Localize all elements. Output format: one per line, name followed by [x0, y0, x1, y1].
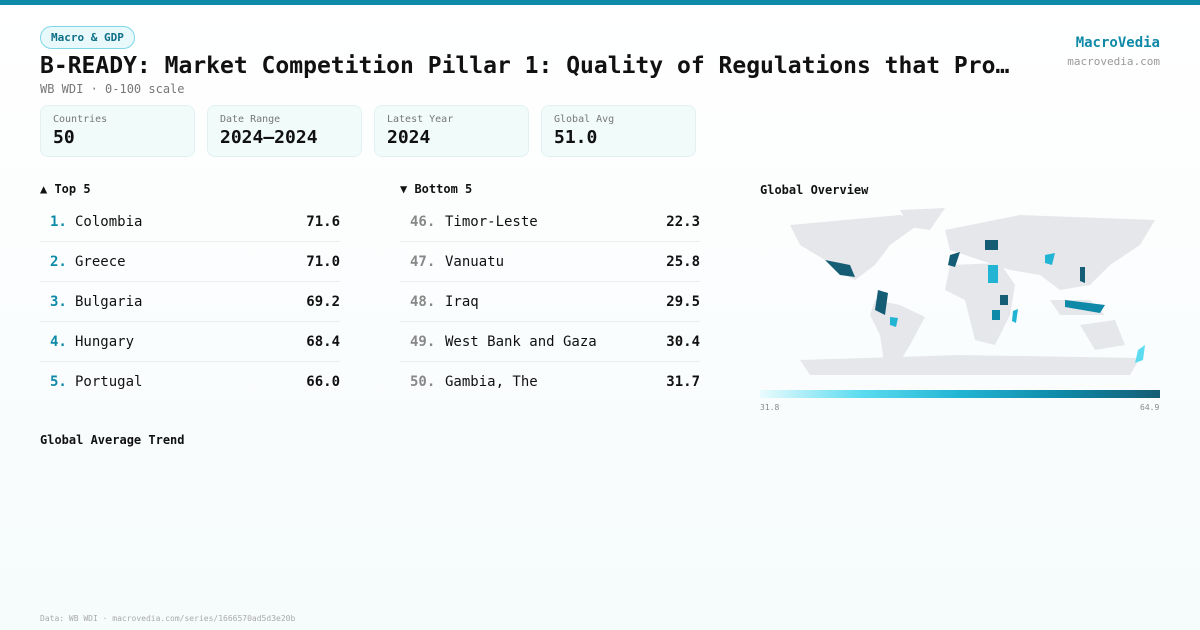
- stat-label: Countries: [53, 114, 108, 125]
- country-name: Gambia, The: [445, 374, 538, 390]
- antarctica: [800, 355, 1140, 375]
- country-value: 31.7: [666, 374, 700, 390]
- map-legend-gradient: [760, 390, 1160, 398]
- page-title: B-READY: Market Competition Pillar 1: Qu…: [40, 53, 1010, 79]
- africa: [945, 263, 1015, 345]
- rank: 50.: [410, 374, 436, 390]
- legend-max: 64.9: [1140, 403, 1160, 412]
- rank: 47.: [410, 253, 436, 270]
- world-map[interactable]: [760, 205, 1160, 380]
- europe-asia: [945, 215, 1155, 290]
- country-value: 71.0: [306, 253, 340, 270]
- bottom-5-list: 46. Timor-Leste 22.3 47. Vanuatu 25.8 48. Ira…: [400, 202, 700, 402]
- rank: 46.: [410, 213, 436, 230]
- country-value: 25.8: [666, 253, 700, 270]
- legend-min: 31.8: [760, 403, 780, 412]
- top-accent-bar: [0, 0, 1200, 5]
- list-item[interactable]: 2. Greece 71.0: [40, 242, 340, 282]
- stat-value: 2024–2024: [220, 127, 318, 148]
- country-value: 71.6: [306, 213, 340, 230]
- country-name: West Bank and Gaza: [445, 333, 597, 350]
- country-value: 29.5: [666, 293, 700, 310]
- indonesia: [1065, 300, 1105, 313]
- rank: 2.: [50, 253, 67, 270]
- footer-source: Data: WB WDI · macrovedia.com/series/166…: [40, 614, 296, 623]
- list-item[interactable]: 46. Timor-Leste 22.3: [400, 202, 700, 242]
- paraguay: [890, 317, 898, 327]
- rank: 5.: [50, 374, 67, 390]
- stat-global-avg: Global Avg 51.0: [541, 105, 696, 157]
- map-heading: Global Overview: [760, 183, 869, 197]
- country-name: Greece: [75, 253, 126, 270]
- country-name: Hungary: [75, 333, 135, 350]
- north-america: [790, 215, 925, 280]
- balkans: [985, 240, 998, 250]
- country-name: Vanuatu: [445, 253, 505, 270]
- list-item[interactable]: 1. Colombia 71.6: [40, 202, 340, 242]
- colombia-peru: [875, 290, 888, 315]
- country-name: Timor-Leste: [445, 213, 538, 230]
- mexico: [825, 260, 855, 277]
- top-5-heading: ▲ Top 5: [40, 182, 91, 196]
- stat-value: 50: [53, 127, 75, 148]
- page-subtitle: WB WDI · 0-100 scale: [40, 82, 185, 96]
- south-america: [870, 300, 925, 370]
- stat-date-range: Date Range 2024–2024: [207, 105, 362, 157]
- australia: [1080, 320, 1125, 350]
- country-value: 66.0: [306, 374, 340, 390]
- brand-logo[interactable]: MacroVedia: [1075, 35, 1160, 51]
- rank: 49.: [410, 333, 436, 350]
- country-value: 69.2: [306, 293, 340, 310]
- country-value: 68.4: [306, 333, 340, 350]
- zambia: [992, 310, 1000, 320]
- country-name: Iraq: [445, 293, 479, 310]
- central-africa: [988, 265, 998, 283]
- rank: 3.: [50, 293, 67, 310]
- country-name: Portugal: [75, 374, 143, 390]
- highlighted-countries: [825, 240, 1145, 363]
- rank: 1.: [50, 213, 67, 230]
- list-item[interactable]: 4. Hungary 68.4: [40, 322, 340, 362]
- brand-url[interactable]: macrovedia.com: [1067, 55, 1160, 68]
- list-item[interactable]: 47. Vanuatu 25.8: [400, 242, 700, 282]
- new-zealand: [1135, 345, 1145, 363]
- morocco: [948, 252, 960, 267]
- list-item[interactable]: 49. West Bank and Gaza 30.4: [400, 322, 700, 362]
- pakistan: [1045, 253, 1055, 265]
- rank: 48.: [410, 293, 436, 310]
- category-tag[interactable]: Macro & GDP: [40, 26, 135, 49]
- stat-value: 51.0: [554, 127, 598, 148]
- country-name: Colombia: [75, 213, 143, 230]
- greenland: [900, 208, 945, 230]
- trend-heading: Global Average Trend: [40, 433, 185, 447]
- tanzania: [1000, 295, 1008, 305]
- top-5-list: 1. Colombia 71.6 2. Greece 71.0 3. Bulgaria 69…: [40, 202, 340, 402]
- stat-latest-year: Latest Year 2024: [374, 105, 529, 157]
- vietnam: [1080, 267, 1085, 283]
- stat-countries: Countries 50: [40, 105, 195, 157]
- list-item[interactable]: 48. Iraq 29.5: [400, 282, 700, 322]
- country-name: Bulgaria: [75, 293, 143, 310]
- list-item[interactable]: 50. Gambia, The 31.7: [400, 362, 700, 402]
- list-item[interactable]: 5. Portugal 66.0: [40, 362, 340, 402]
- stat-label: Latest Year: [387, 114, 454, 125]
- rank: 4.: [50, 333, 67, 350]
- country-value: 30.4: [666, 333, 700, 350]
- bottom-5-heading: ▼ Bottom 5: [400, 182, 473, 196]
- stat-value: 2024: [387, 127, 431, 148]
- list-item[interactable]: 3. Bulgaria 69.2: [40, 282, 340, 322]
- madagascar: [1012, 309, 1018, 323]
- stat-label: Date Range: [220, 114, 281, 125]
- stat-label: Global Avg: [554, 114, 615, 125]
- country-value: 22.3: [666, 213, 700, 230]
